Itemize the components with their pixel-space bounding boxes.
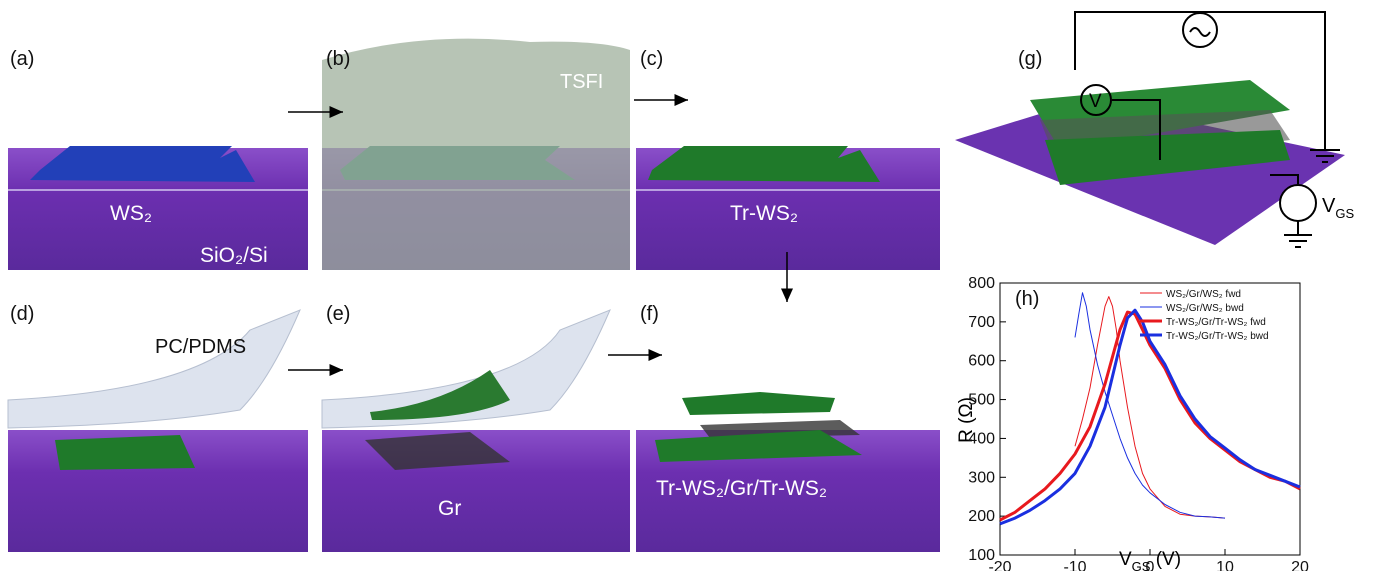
panel-label: (a)	[10, 48, 34, 70]
dc-source	[1280, 185, 1316, 221]
panel-label: (e)	[326, 303, 350, 325]
flake	[55, 435, 195, 470]
flake-label: WS₂	[110, 202, 152, 225]
panel-label: (b)	[326, 48, 350, 70]
ac-source	[1183, 13, 1217, 47]
x-tick-label: 20	[1291, 559, 1309, 571]
stamp-label: PC/PDMS	[155, 336, 246, 358]
panel-label: (d)	[10, 303, 34, 325]
chart-label: (h)	[1015, 288, 1039, 310]
legend-label: Tr-WS₂/Gr/Tr-WS₂ bwd	[1166, 331, 1269, 342]
x-tick-label: -10	[1063, 559, 1086, 571]
y-tick-label: 800	[968, 275, 995, 292]
gate-sub: GS	[1335, 206, 1354, 221]
y-tick-label: 200	[968, 508, 995, 525]
panel-images	[8, 12, 1345, 552]
liquid-label: TSFI	[560, 71, 603, 93]
legend-label: WS₂/Gr/WS₂ fwd	[1166, 289, 1241, 300]
x-tick-label: 10	[1216, 559, 1234, 571]
y-tick-label: 600	[968, 353, 995, 370]
flake	[682, 392, 835, 415]
y-tick-label: 500	[968, 392, 995, 409]
x-tick-label: -20	[988, 559, 1011, 571]
substrate-label: SiO₂/Si	[200, 244, 268, 267]
figure: (a) (b) (c) (d) (e) (f) (g) WS₂ SiO₂/Si …	[0, 0, 1383, 571]
x-tick-label: 0	[1146, 559, 1155, 571]
gate-label: VGS	[1322, 195, 1354, 221]
ground	[1284, 221, 1312, 247]
x-label-main: V	[1119, 549, 1132, 570]
panel-label: (c)	[640, 48, 663, 70]
x-label-unit: (V)	[1150, 549, 1181, 570]
pc-pdms-stamp	[8, 310, 300, 428]
gate-main: V	[1322, 195, 1336, 217]
panel-label: (f)	[640, 303, 659, 325]
y-tick-label: 700	[968, 314, 995, 331]
legend-label: Tr-WS₂/Gr/Tr-WS₂ fwd	[1166, 317, 1266, 328]
stack-label: Tr-WS₂/Gr/Tr-WS₂	[656, 477, 827, 500]
y-tick-label: 300	[968, 469, 995, 486]
chart: (h) R (Ω) VGS (V) 1002003004005006007008…	[956, 275, 1309, 571]
flake-label: Gr	[438, 497, 461, 520]
panel-label: (g)	[1018, 48, 1042, 70]
meter-label: V	[1089, 91, 1102, 112]
legend-label: WS₂/Gr/WS₂ bwd	[1166, 303, 1244, 314]
flake-ws2	[30, 146, 255, 182]
series-line	[1000, 310, 1300, 524]
flake-label: Tr-WS₂	[730, 202, 798, 225]
y-tick-label: 400	[968, 430, 995, 447]
